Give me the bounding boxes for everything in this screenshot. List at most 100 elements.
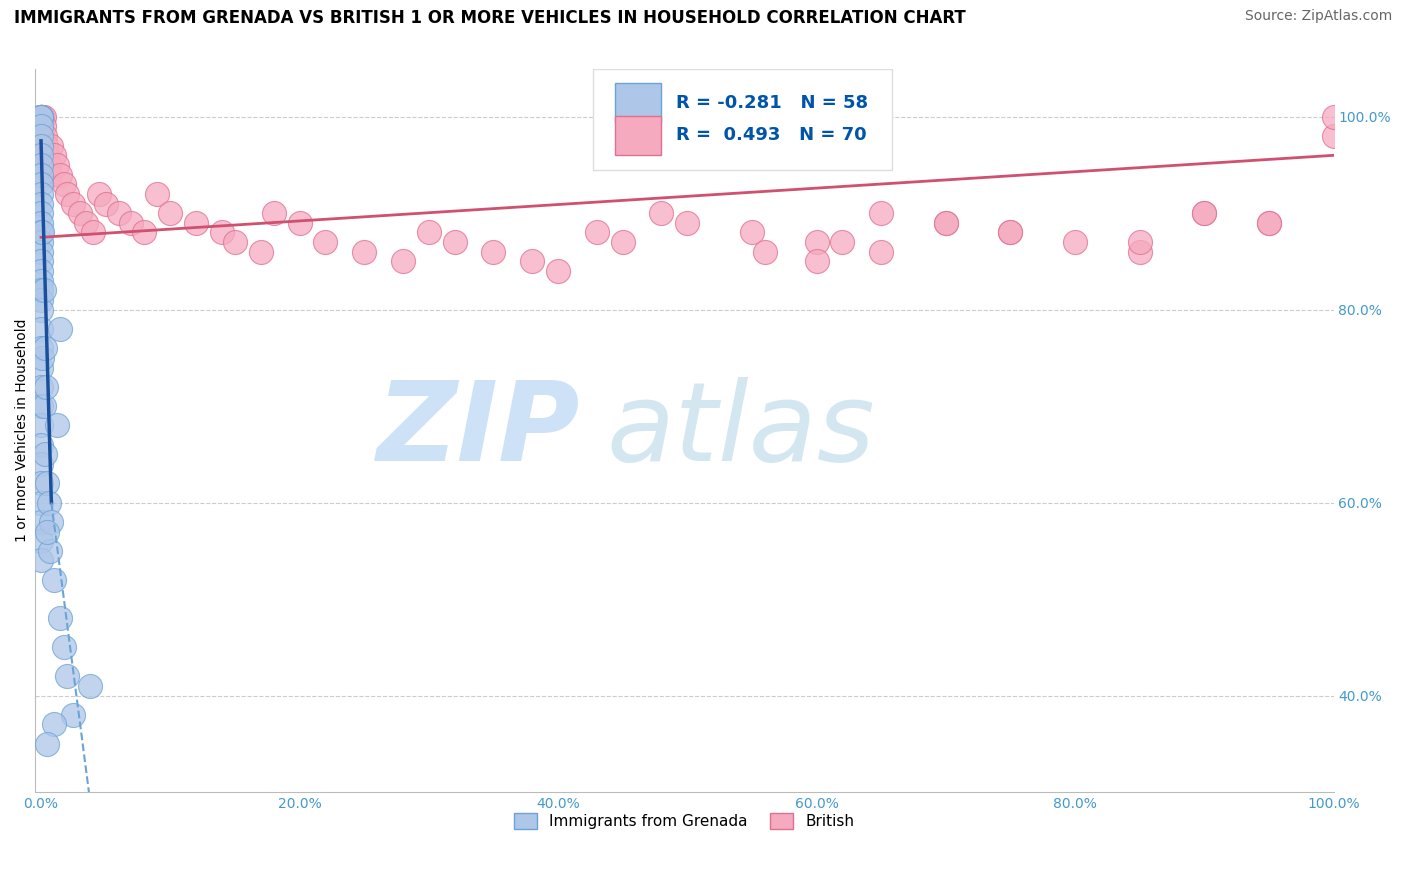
Point bbox=[30, 438, 52, 452]
Point bbox=[30, 178, 52, 192]
Point bbox=[30, 110, 52, 124]
Point bbox=[30, 110, 52, 124]
Point bbox=[30, 264, 52, 278]
Point bbox=[831, 235, 853, 249]
Point bbox=[30, 399, 52, 413]
Point bbox=[30, 244, 52, 259]
Y-axis label: 1 or more Vehicles in Household: 1 or more Vehicles in Household bbox=[15, 318, 30, 542]
Point bbox=[94, 196, 117, 211]
Point bbox=[30, 138, 52, 153]
Point bbox=[1000, 226, 1022, 240]
Point bbox=[288, 216, 311, 230]
Point bbox=[30, 168, 52, 182]
Point bbox=[1129, 235, 1152, 249]
Point bbox=[30, 110, 52, 124]
Point bbox=[314, 235, 336, 249]
Point bbox=[30, 341, 52, 355]
Point bbox=[159, 206, 181, 220]
Point bbox=[1322, 110, 1344, 124]
Point bbox=[35, 138, 58, 153]
Point bbox=[79, 679, 101, 693]
Point bbox=[56, 186, 79, 201]
Point bbox=[32, 120, 55, 134]
Point bbox=[31, 110, 53, 124]
Point bbox=[263, 206, 285, 220]
Point bbox=[30, 254, 52, 268]
Bar bbox=[616, 116, 661, 155]
Point bbox=[482, 244, 505, 259]
Point bbox=[30, 322, 52, 336]
Point bbox=[224, 235, 246, 249]
Point bbox=[37, 148, 59, 162]
Point bbox=[37, 476, 59, 491]
Point bbox=[30, 515, 52, 529]
Point bbox=[30, 158, 52, 172]
Point bbox=[41, 138, 63, 153]
Point bbox=[30, 110, 52, 124]
Point bbox=[585, 226, 607, 240]
Point bbox=[42, 148, 65, 162]
Point bbox=[1322, 129, 1344, 144]
Point bbox=[30, 186, 52, 201]
Point bbox=[30, 553, 52, 567]
Point bbox=[30, 206, 52, 220]
Point bbox=[676, 216, 699, 230]
Point bbox=[353, 244, 375, 259]
Point bbox=[31, 110, 53, 124]
Point bbox=[1064, 235, 1087, 249]
Point bbox=[30, 110, 52, 124]
Point bbox=[1257, 216, 1279, 230]
Point bbox=[31, 351, 53, 365]
Point bbox=[443, 235, 465, 249]
Point bbox=[39, 544, 62, 558]
Point bbox=[34, 129, 56, 144]
Point bbox=[75, 216, 97, 230]
Point bbox=[870, 244, 893, 259]
Point bbox=[30, 457, 52, 471]
Legend: Immigrants from Grenada, British: Immigrants from Grenada, British bbox=[508, 806, 860, 835]
Point bbox=[30, 235, 52, 249]
Point bbox=[30, 284, 52, 298]
Point bbox=[30, 226, 52, 240]
Point bbox=[41, 515, 63, 529]
Point bbox=[30, 110, 52, 124]
Point bbox=[30, 418, 52, 433]
Point bbox=[547, 264, 569, 278]
Point bbox=[31, 226, 53, 240]
Point bbox=[30, 129, 52, 144]
Point bbox=[49, 168, 72, 182]
Point bbox=[1000, 226, 1022, 240]
Point bbox=[53, 178, 76, 192]
Point bbox=[42, 573, 65, 587]
Text: IMMIGRANTS FROM GRENADA VS BRITISH 1 OR MORE VEHICLES IN HOUSEHOLD CORRELATION C: IMMIGRANTS FROM GRENADA VS BRITISH 1 OR … bbox=[14, 9, 966, 27]
Point bbox=[146, 186, 169, 201]
Point bbox=[30, 110, 52, 124]
Point bbox=[520, 254, 543, 268]
Bar bbox=[616, 83, 661, 123]
Point bbox=[38, 495, 60, 509]
Point bbox=[30, 360, 52, 375]
Point bbox=[612, 235, 634, 249]
Point bbox=[45, 158, 67, 172]
Point bbox=[30, 495, 52, 509]
Point bbox=[32, 284, 55, 298]
Point bbox=[30, 110, 52, 124]
Point bbox=[32, 110, 55, 124]
FancyBboxPatch shape bbox=[593, 69, 891, 169]
Point bbox=[184, 216, 207, 230]
Point bbox=[42, 717, 65, 731]
Point bbox=[392, 254, 415, 268]
Point bbox=[53, 640, 76, 655]
Text: R = -0.281   N = 58: R = -0.281 N = 58 bbox=[676, 94, 869, 112]
Text: ZIP: ZIP bbox=[377, 376, 581, 483]
Point bbox=[650, 206, 672, 220]
Point bbox=[134, 226, 156, 240]
Point bbox=[37, 524, 59, 539]
Point bbox=[806, 235, 828, 249]
Point bbox=[935, 216, 957, 230]
Text: R =  0.493   N = 70: R = 0.493 N = 70 bbox=[676, 127, 868, 145]
Point bbox=[30, 120, 52, 134]
Point bbox=[249, 244, 271, 259]
Point bbox=[211, 226, 233, 240]
Point bbox=[1257, 216, 1279, 230]
